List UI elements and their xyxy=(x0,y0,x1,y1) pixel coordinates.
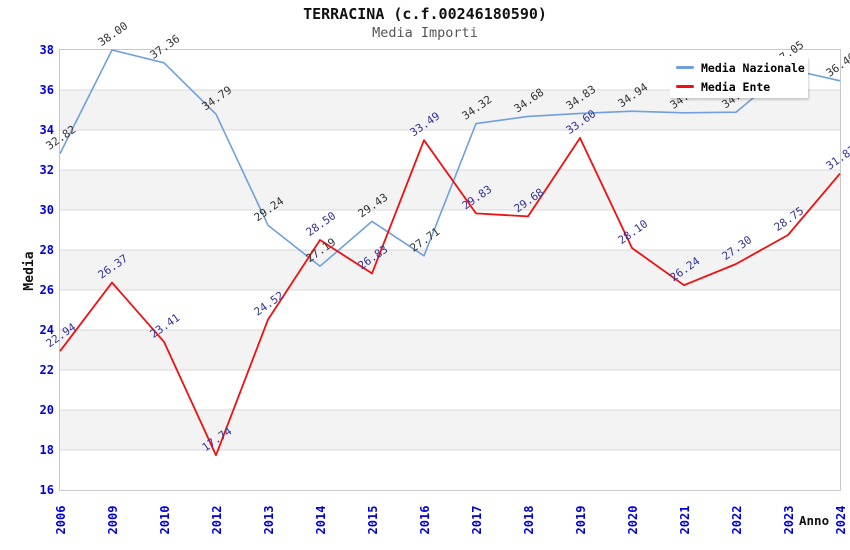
svg-text:28.50: 28.50 xyxy=(304,209,339,239)
svg-text:2009: 2009 xyxy=(106,506,120,535)
chart-subtitle: Media Importi xyxy=(372,25,478,41)
svg-text:31.82: 31.82 xyxy=(824,143,850,173)
svg-text:38: 38 xyxy=(40,43,54,57)
svg-text:2013: 2013 xyxy=(262,506,276,535)
svg-text:2018: 2018 xyxy=(522,506,536,535)
svg-text:2022: 2022 xyxy=(730,506,744,535)
svg-text:2024: 2024 xyxy=(834,506,848,535)
gridlines xyxy=(59,89,841,451)
svg-text:2016: 2016 xyxy=(418,506,432,535)
x-axis-tick-labels: 2006 2009 2010 2012 2013 2014 2015 2016 2017 2018… xyxy=(54,506,848,535)
svg-text:2015: 2015 xyxy=(366,506,380,535)
svg-text:22: 22 xyxy=(40,363,54,377)
svg-text:36.46: 36.46 xyxy=(824,50,850,80)
legend-item-media-nazionale: Media Nazionale xyxy=(670,61,808,75)
legend-label: Media Nazionale xyxy=(701,60,805,75)
svg-text:28: 28 xyxy=(40,243,54,257)
y-axis-tick-labels: 16 18 20 22 24 26 28 30 32 34 36 38 xyxy=(40,43,54,497)
svg-text:16: 16 xyxy=(40,483,54,497)
legend-label: Media Ente xyxy=(701,79,771,94)
svg-text:34: 34 xyxy=(40,123,54,137)
svg-text:24: 24 xyxy=(40,323,54,337)
series-line-media-ente xyxy=(59,137,841,457)
svg-text:28.10: 28.10 xyxy=(616,217,651,247)
svg-text:2014: 2014 xyxy=(314,506,328,535)
svg-text:2021: 2021 xyxy=(678,506,692,535)
svg-text:20: 20 xyxy=(40,403,54,417)
plot-border xyxy=(59,49,841,491)
svg-text:2020: 2020 xyxy=(626,506,640,535)
svg-text:30: 30 xyxy=(40,203,54,217)
svg-text:2023: 2023 xyxy=(782,506,796,535)
y-axis-title: Media xyxy=(22,251,37,291)
svg-text:26: 26 xyxy=(40,283,54,297)
svg-text:2012: 2012 xyxy=(210,506,224,535)
svg-text:2010: 2010 xyxy=(158,506,172,535)
series-line-media-nazionale xyxy=(59,49,841,268)
svg-text:2006: 2006 xyxy=(54,506,68,535)
legend: Media Nazionale Media Ente xyxy=(670,56,808,98)
legend-line-swatch-media-ente xyxy=(676,85,694,88)
grid-bands xyxy=(59,90,841,450)
svg-text:36: 36 xyxy=(40,83,54,97)
svg-text:24.52: 24.52 xyxy=(252,289,287,319)
legend-item-media-ente: Media Ente xyxy=(670,80,808,94)
legend-line-swatch-media-nazionale xyxy=(676,66,694,69)
svg-text:2017: 2017 xyxy=(470,506,484,535)
x-axis-title: Anno xyxy=(799,513,830,528)
chart-title: TERRACINA (c.f.00246180590) xyxy=(303,5,547,23)
svg-text:18: 18 xyxy=(40,443,54,457)
svg-text:32: 32 xyxy=(40,163,54,177)
svg-text:2019: 2019 xyxy=(574,506,588,535)
